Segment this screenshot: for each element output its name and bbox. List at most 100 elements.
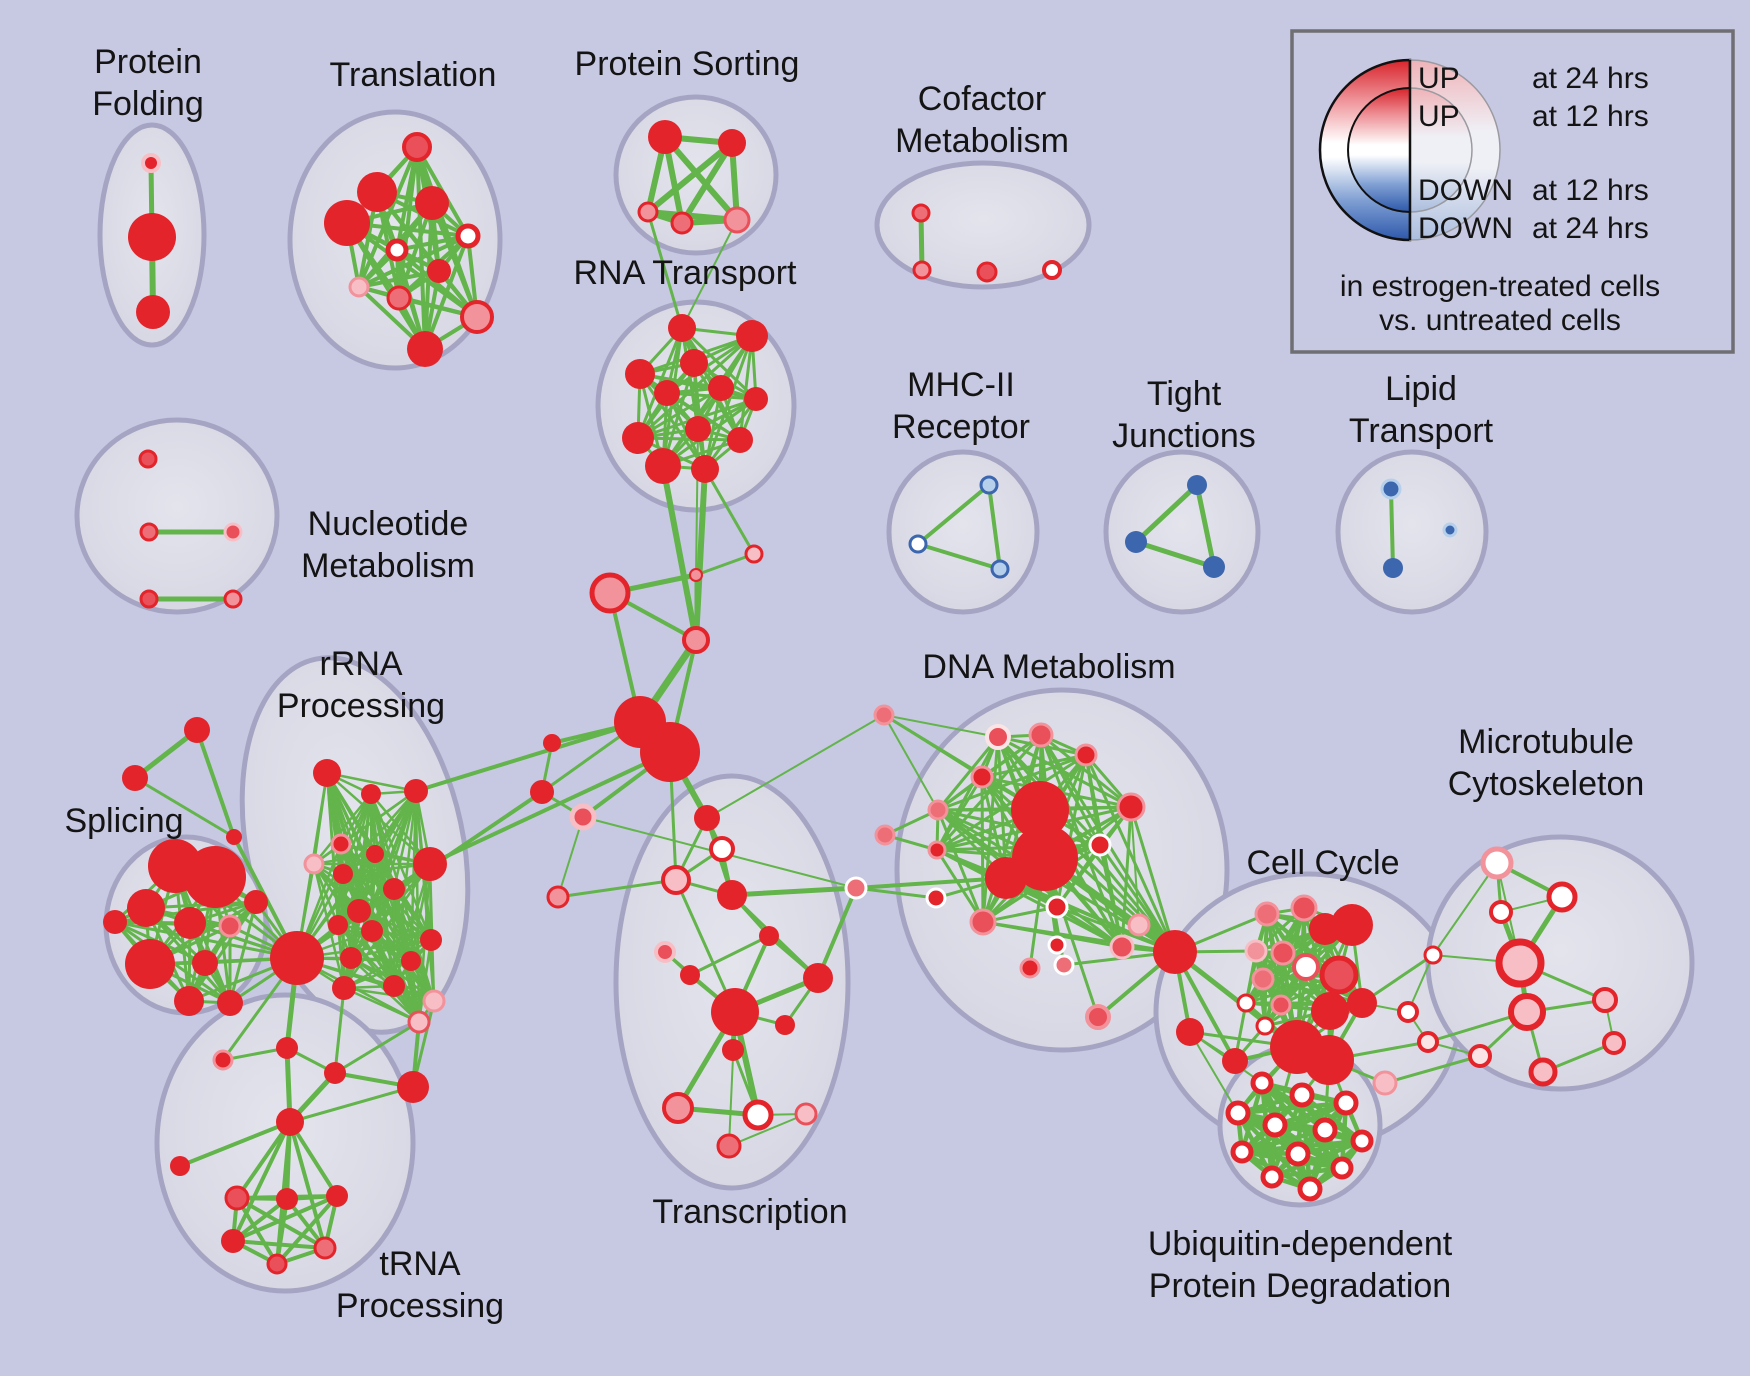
network-nodes — [103, 120, 1626, 1275]
node-d18 — [1053, 954, 1075, 976]
edge — [1383, 1054, 1482, 1085]
node-rr10 — [347, 899, 371, 923]
node-tj1 — [1187, 475, 1207, 495]
node-dxx — [1127, 913, 1151, 937]
node-d11 — [927, 840, 947, 860]
node-d13 — [969, 908, 997, 936]
node-cc10 — [1236, 993, 1256, 1013]
node-tr5 — [546, 885, 570, 909]
node-rr1 — [313, 759, 341, 787]
cluster-label-ubiquitin-degradation: Protein Degradation — [1149, 1267, 1451, 1305]
cluster-label-protein-folding: Protein — [94, 43, 202, 81]
node-pf2 — [128, 213, 176, 261]
node-b2 — [1012, 825, 1078, 891]
edge — [679, 140, 735, 226]
cluster-label-microtubule-cytoskeleton: Cytoskeleton — [1448, 765, 1645, 803]
cluster-label-cofactor-metabolism: Cofactor — [918, 80, 1047, 118]
node-r10 — [727, 427, 753, 453]
node-d9 — [1088, 833, 1112, 857]
node-dx — [844, 876, 868, 900]
edge — [1194, 482, 1217, 570]
node-r5 — [654, 380, 680, 406]
node-nh — [276, 1188, 298, 1210]
node-t11 — [407, 331, 443, 367]
node-s6 — [244, 890, 268, 914]
node-s9 — [174, 986, 204, 1016]
legend-glyph-inner-left — [1347, 86, 1411, 214]
edge — [936, 808, 985, 924]
edge — [674, 878, 737, 1014]
node-c3 — [589, 572, 631, 614]
node-cc7 — [1292, 953, 1320, 981]
edge — [357, 269, 441, 289]
node-u6 — [1312, 1117, 1338, 1143]
edge — [1133, 482, 1200, 545]
edge — [936, 735, 1000, 812]
node-s7 — [125, 939, 175, 989]
edge — [231, 1120, 292, 1243]
node-tr3 — [661, 865, 691, 895]
edge — [688, 934, 771, 977]
node-tr14 — [742, 1099, 774, 1131]
node-mt11 — [1602, 1031, 1626, 1055]
node-nm5 — [223, 589, 243, 609]
node-cc6 — [1270, 940, 1296, 966]
node-t3 — [415, 186, 449, 220]
node-rr14 — [420, 929, 442, 951]
node-cm3 — [976, 261, 998, 283]
edge — [980, 753, 1088, 779]
node-u10 — [1330, 1156, 1354, 1180]
node-nm1 — [138, 449, 158, 469]
node-ne — [276, 1108, 304, 1136]
edge — [1261, 977, 1364, 1005]
node-r6 — [708, 375, 734, 401]
node-d12 — [925, 887, 947, 909]
edge — [417, 938, 433, 1024]
node-d4 — [1074, 743, 1098, 767]
edge — [728, 1113, 807, 1147]
node-cc1 — [1254, 901, 1280, 927]
node-mt2 — [1546, 881, 1578, 913]
node-rr7 — [333, 864, 353, 884]
node-d16 — [1109, 934, 1135, 960]
node-c4 — [682, 626, 710, 654]
edge — [333, 986, 346, 1075]
node-s2 — [184, 846, 246, 908]
edge — [918, 210, 925, 273]
node-nk — [313, 1236, 337, 1260]
edge — [113, 920, 299, 960]
node-pf3 — [136, 295, 170, 329]
node-tr9 — [803, 963, 833, 993]
edge — [345, 221, 427, 351]
node-u12 — [1297, 1176, 1323, 1202]
node-lt1 — [1380, 478, 1402, 500]
edge — [1055, 843, 1102, 909]
edge — [370, 852, 377, 933]
edge — [703, 467, 756, 556]
node-r11 — [645, 448, 681, 484]
node-s3 — [127, 889, 165, 927]
edge — [883, 714, 939, 811]
node-cc13 — [1347, 988, 1377, 1018]
node-s10 — [217, 990, 243, 1016]
node-mt4 — [1423, 945, 1443, 965]
node-d15 — [1047, 935, 1067, 955]
node-s4 — [174, 907, 206, 939]
edge — [557, 816, 584, 898]
node-cc11 — [1270, 994, 1292, 1016]
edge — [706, 714, 885, 819]
node-rr20 — [407, 1010, 431, 1034]
node-ps4 — [670, 211, 694, 235]
edge — [816, 886, 858, 980]
edge — [935, 848, 1124, 949]
legend-term-2: DOWN — [1418, 174, 1513, 207]
edge — [235, 1196, 327, 1250]
node-u11 — [1260, 1165, 1284, 1189]
edge — [662, 134, 740, 223]
node-tb — [122, 765, 148, 791]
node-x3 — [569, 803, 597, 831]
node-cc5 — [1244, 939, 1268, 963]
edge — [325, 771, 418, 793]
node-mt7 — [1468, 1044, 1492, 1068]
